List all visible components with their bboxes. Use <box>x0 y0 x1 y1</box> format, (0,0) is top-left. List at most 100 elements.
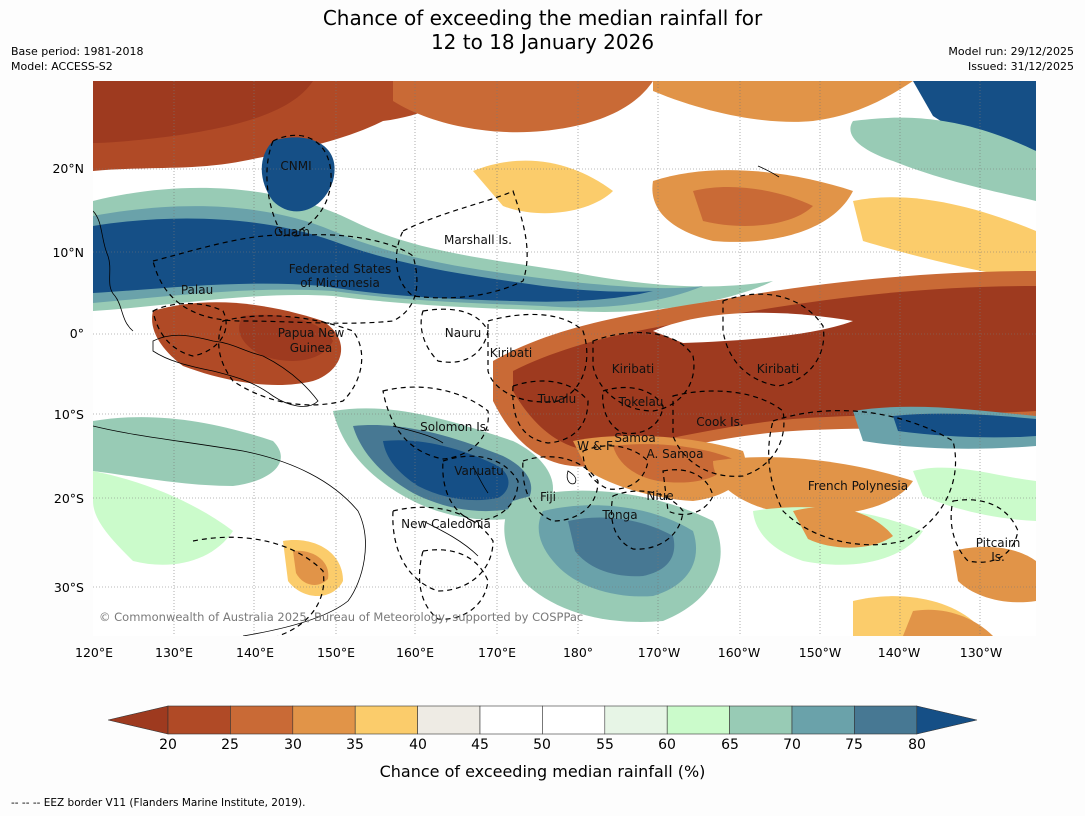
wet-vanuatu-core <box>383 440 509 501</box>
colorbar-seg-65-70 <box>729 705 793 735</box>
colorbar-seg-50-55 <box>542 705 606 735</box>
title-line-1: Chance of exceeding the median rainfall … <box>322 6 763 30</box>
dry-patch-pitcairn <box>953 546 1036 603</box>
meta-left: Base period: 1981-2018 Model: ACCESS-S2 <box>11 44 143 74</box>
label-niue: Niue <box>646 489 673 503</box>
label-solomon: Solomon Is. <box>420 420 490 434</box>
colorbar-seg-60-65 <box>666 705 730 735</box>
colorbar-tick-30: 30 <box>284 737 302 753</box>
eez-wf-samoa <box>582 445 649 490</box>
wet-north-east-fringe <box>850 117 1036 201</box>
green-patch-east <box>913 467 1036 521</box>
coast-new-guinea <box>152 334 319 407</box>
dry-patch-tasman-core <box>293 550 329 585</box>
colorbar-tick-75: 75 <box>845 737 863 753</box>
colorbar-seg-30-35 <box>292 705 356 735</box>
wet-tonga-core <box>568 517 675 577</box>
eez-cook <box>672 390 785 477</box>
white-streak-equator <box>653 312 853 343</box>
colorbar-tick-80: 80 <box>908 737 926 753</box>
label-samoa: Samoa <box>614 431 655 445</box>
label-cnmi: CNMI <box>280 159 311 173</box>
label-wf: W & F <box>577 439 613 453</box>
lon-label-150e: 150°E <box>316 645 356 660</box>
eez-solomon <box>382 386 489 460</box>
green-patch-west <box>93 471 233 565</box>
eez-fiji <box>522 456 599 522</box>
colorbar-seg-70-75 <box>791 705 855 735</box>
lon-label-160e: 160°E <box>395 645 435 660</box>
label-png-line1: Papua New <box>278 326 345 340</box>
label-new-caledonia: New Caledonia <box>401 517 491 531</box>
lon-label-150w: 150°W <box>798 645 842 660</box>
wet-cnmi <box>261 137 335 212</box>
eez-tuvalu <box>512 380 589 444</box>
colorbar-seg-below-20 <box>107 705 169 735</box>
eez-tonga <box>610 490 684 550</box>
label-palau: Palau <box>181 283 213 297</box>
rainfall-map: CNMI Guam Marshall Is. Federated States … <box>93 81 1036 636</box>
lon-label-170e: 170°E <box>477 645 517 660</box>
label-tuvalu: Tuvalu <box>537 392 577 406</box>
coast-fiji <box>566 470 577 485</box>
colorbar-seg-45-50 <box>479 705 543 735</box>
map-title: Chance of exceeding the median rainfall … <box>0 6 1085 54</box>
label-kiribati-east: Kiribati <box>757 362 799 376</box>
label-guam: Guam <box>274 225 310 239</box>
coast-australia <box>93 425 366 636</box>
lat-label-eq: 0° <box>69 326 84 341</box>
dry-patch-north-central-core <box>693 186 813 226</box>
colorbar-tick-40: 40 <box>409 737 427 753</box>
eez-nauru <box>420 308 489 363</box>
dry-north-central <box>393 81 653 133</box>
dry-north-east <box>653 81 913 122</box>
eez-vanuatu <box>442 455 519 522</box>
title-line-2: 12 to 18 January 2026 <box>430 30 655 54</box>
label-french-polynesia: French Polynesia <box>808 479 908 493</box>
map-svg: CNMI Guam Marshall Is. Federated States … <box>93 81 1036 636</box>
label-nauru: Nauru <box>445 326 481 340</box>
dry-cook <box>713 457 913 515</box>
eez-pitcairn <box>950 499 1019 563</box>
base-period: Base period: 1981-2018 <box>11 45 144 58</box>
colorbar-tick-45: 45 <box>471 737 489 753</box>
label-kiribati-west: Kiribati <box>490 346 532 360</box>
label-kiribati-central: Kiribati <box>612 362 654 376</box>
label-marshall: Marshall Is. <box>444 233 512 247</box>
lon-label-120e: 120°E <box>74 645 114 660</box>
colorbar-seg-35-40 <box>354 705 418 735</box>
eez-marshall <box>395 190 528 299</box>
colorbar-tick-50: 50 <box>533 737 551 753</box>
dry-patch-french-polynesia <box>793 507 893 548</box>
label-tokelau: Tokelau <box>618 395 664 409</box>
model-name: Model: ACCESS-S2 <box>11 60 113 73</box>
colorbar-label: Chance of exceeding median rainfall (%) <box>379 762 706 781</box>
dry-samoa-core <box>613 444 733 483</box>
eez-lord-howe <box>192 536 325 636</box>
wet-east-core <box>893 413 1036 438</box>
lat-label-10s: 10°S <box>53 407 84 422</box>
lon-label-140e: 140°E <box>235 645 275 660</box>
eez-palau <box>152 302 227 357</box>
coast-hawaii <box>757 165 780 178</box>
label-a-samoa: A. Samoa <box>647 447 704 461</box>
lat-label-20s: 20°S <box>53 491 84 506</box>
lat-label-30s: 30°S <box>53 580 84 595</box>
colorbar-tick-60: 60 <box>658 737 676 753</box>
wet-band-core <box>93 218 653 302</box>
colorbar-tick-65: 65 <box>721 737 739 753</box>
label-pitcairn-line2: Is. <box>991 550 1005 564</box>
graticule <box>93 81 1036 636</box>
copyright-credit: © Commonwealth of Australia 2025, Bureau… <box>99 610 584 624</box>
lon-label-160w: 160°W <box>717 645 761 660</box>
dry-patch-north-east <box>853 197 1036 281</box>
eez-norfolk <box>418 549 489 620</box>
label-fsm-line1: Federated States <box>289 262 391 276</box>
lon-label-170w: 170°W <box>637 645 681 660</box>
label-pitcairn-line1: Pitcairn <box>976 536 1021 550</box>
colorbar-tick-20: 20 <box>159 737 177 753</box>
wet-coral-sea <box>93 417 281 486</box>
coast-new-caledonia <box>422 520 479 557</box>
eez-png <box>218 315 363 406</box>
issued-date: Issued: 31/12/2025 <box>967 60 1074 73</box>
